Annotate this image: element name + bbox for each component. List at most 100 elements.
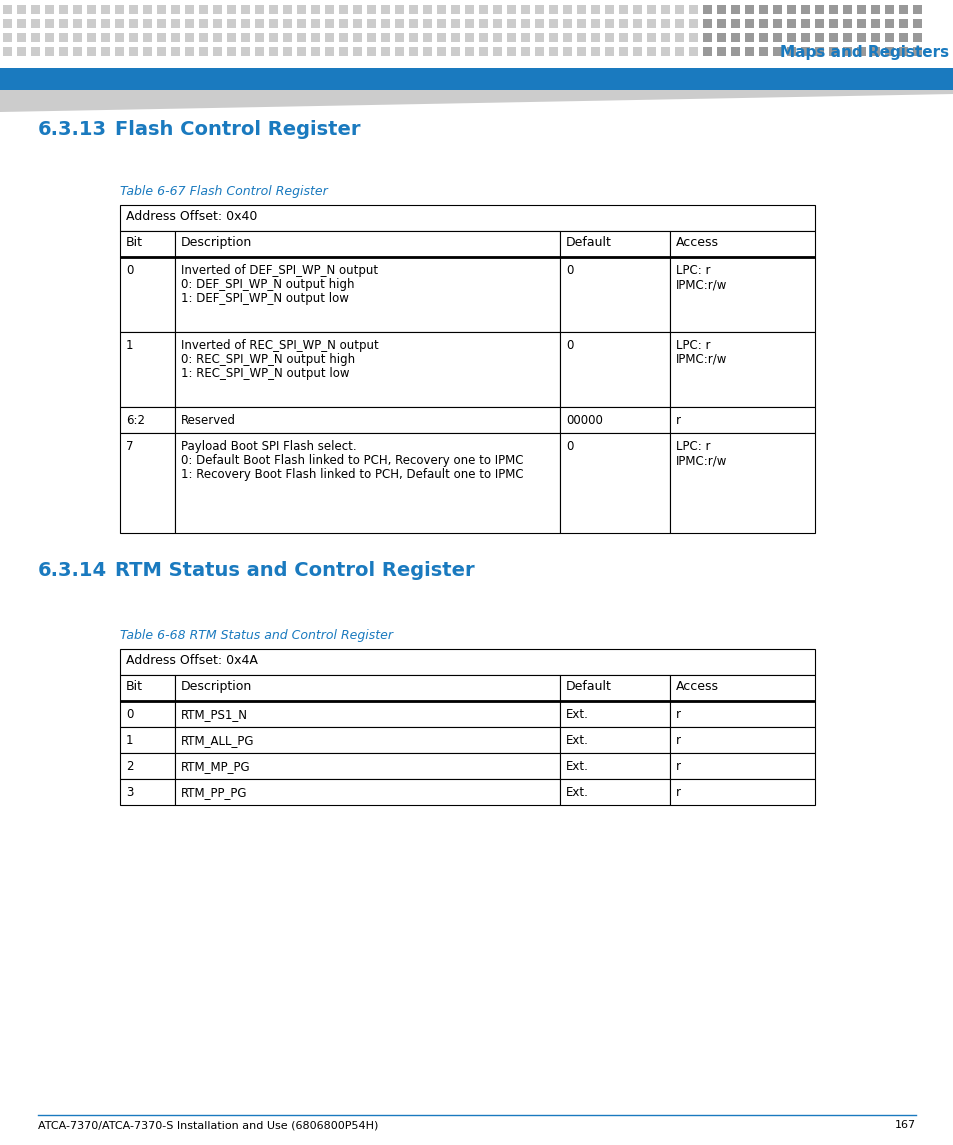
Bar [171, 33, 180, 42]
Bar [828, 47, 837, 56]
Bar [115, 47, 124, 56]
Bar [451, 19, 459, 27]
Bar [129, 33, 138, 42]
Bar [120, 676, 174, 701]
Bar [120, 701, 174, 727]
Bar [269, 19, 277, 27]
Bar [559, 256, 669, 332]
Bar [884, 19, 893, 27]
Bar [59, 47, 68, 56]
Bar [801, 5, 809, 14]
Bar [577, 19, 585, 27]
Bar [744, 47, 753, 56]
Bar [185, 19, 193, 27]
Bar [478, 33, 488, 42]
Bar [660, 19, 669, 27]
Text: 0: 0 [565, 264, 573, 277]
Bar [174, 406, 559, 433]
Text: RTM Status and Control Register: RTM Status and Control Register [115, 561, 475, 581]
Bar [759, 5, 767, 14]
Bar [185, 47, 193, 56]
Bar [87, 19, 96, 27]
Bar [143, 5, 152, 14]
Bar [478, 5, 488, 14]
Bar [283, 5, 292, 14]
Bar [101, 47, 110, 56]
Bar [856, 33, 865, 42]
Bar [801, 19, 809, 27]
Text: LPC: r: LPC: r [676, 264, 710, 277]
Bar [842, 33, 851, 42]
Bar [395, 47, 403, 56]
Bar [199, 33, 208, 42]
Bar [506, 47, 516, 56]
Bar [559, 701, 669, 727]
Bar [898, 47, 907, 56]
Bar [157, 47, 166, 56]
Bar [45, 47, 54, 56]
Bar [535, 47, 543, 56]
Text: Maps and Registers: Maps and Registers [780, 45, 948, 60]
Text: Bit: Bit [126, 680, 143, 693]
Bar [646, 19, 656, 27]
Bar [338, 33, 348, 42]
Bar [675, 19, 683, 27]
Bar [506, 5, 516, 14]
Bar [633, 47, 641, 56]
Bar [422, 47, 432, 56]
Bar [464, 5, 474, 14]
Text: LPC: r: LPC: r [676, 339, 710, 352]
Bar [744, 19, 753, 27]
Text: 0: 0 [565, 440, 573, 453]
Bar [227, 19, 235, 27]
Bar [353, 47, 361, 56]
Bar [559, 779, 669, 805]
Bar [115, 19, 124, 27]
Bar [506, 33, 516, 42]
Bar [283, 47, 292, 56]
Bar [669, 433, 814, 534]
Bar [17, 19, 26, 27]
Bar [898, 33, 907, 42]
Bar [759, 19, 767, 27]
Bar [353, 33, 361, 42]
Bar [559, 676, 669, 701]
Bar [241, 47, 250, 56]
Bar [660, 47, 669, 56]
Bar [744, 5, 753, 14]
Bar [325, 47, 334, 56]
Bar [157, 5, 166, 14]
Bar [898, 5, 907, 14]
Bar [213, 47, 222, 56]
Bar [870, 33, 879, 42]
Bar [577, 47, 585, 56]
Text: 167: 167 [894, 1120, 915, 1130]
Bar [174, 256, 559, 332]
Bar [801, 33, 809, 42]
Bar [380, 47, 390, 56]
Bar [842, 19, 851, 27]
Bar [870, 5, 879, 14]
Text: 0: DEF_SPI_WP_N output high: 0: DEF_SPI_WP_N output high [181, 278, 355, 291]
Bar [717, 19, 725, 27]
Bar [730, 33, 740, 42]
Bar [912, 19, 921, 27]
Bar [675, 47, 683, 56]
Bar [45, 33, 54, 42]
Bar [669, 406, 814, 433]
Bar [759, 33, 767, 42]
Bar [590, 47, 599, 56]
Text: r: r [676, 734, 680, 747]
Bar [464, 19, 474, 27]
Bar [493, 47, 501, 56]
Bar [451, 33, 459, 42]
Bar [562, 19, 572, 27]
Bar [464, 47, 474, 56]
Bar [702, 19, 711, 27]
Text: IPMC:r/w: IPMC:r/w [676, 278, 726, 291]
Bar [3, 19, 12, 27]
Text: Address Offset: 0x40: Address Offset: 0x40 [126, 210, 257, 223]
Bar [562, 47, 572, 56]
Text: Ext.: Ext. [565, 785, 588, 799]
Bar [380, 33, 390, 42]
